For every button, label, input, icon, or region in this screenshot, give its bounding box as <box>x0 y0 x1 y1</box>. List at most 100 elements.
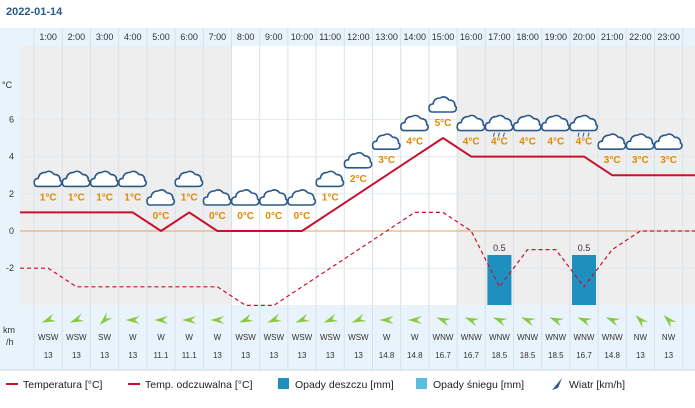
wind-direction-label: WNW <box>517 333 538 342</box>
hour-label: 14:00 <box>404 32 427 42</box>
wind-direction-label: WSW <box>264 333 285 342</box>
rain-bar-label: 0.5 <box>578 243 591 253</box>
temperature-label: 3°C <box>632 155 649 166</box>
cloud-shape <box>625 133 655 150</box>
temperature-label: 3°C <box>660 155 677 166</box>
hour-label: 23:00 <box>657 32 680 42</box>
temperature-label: 4°C <box>463 137 480 148</box>
temperature-label: 2°C <box>350 174 367 185</box>
wind-speed-label: 14.8 <box>604 351 620 360</box>
y-tick-label: -2 <box>6 263 14 273</box>
cloud-shape <box>33 170 63 188</box>
wind-arrow-icon <box>635 315 649 328</box>
temperature-line <box>20 137 695 232</box>
wind-direction-label: WSW <box>66 333 87 342</box>
temperature-label: 0°C <box>265 211 282 222</box>
wind-speed-label: 13 <box>326 351 335 360</box>
wind-arrow-shape <box>407 316 422 324</box>
wind-arrow-icon <box>125 316 140 324</box>
wind-direction-label: NW <box>634 333 648 342</box>
cloud-shape <box>371 133 401 150</box>
wind-arrow-shape <box>323 313 339 323</box>
wind-arrow-icon <box>464 317 480 327</box>
rain-drop <box>587 132 590 137</box>
cloud-icon <box>343 151 373 169</box>
wind-direction-label: WNW <box>602 333 623 342</box>
wind-direction-label: W <box>157 333 165 342</box>
wind-arrow-icon <box>154 316 168 324</box>
wind-arrow-icon <box>577 317 592 327</box>
temperature-label: 0°C <box>153 211 170 222</box>
rain-bar-label: 0.5 <box>493 243 506 253</box>
cloud-icon <box>118 170 147 188</box>
temperature-label: 3°C <box>604 155 621 166</box>
wind-direction-label: WNW <box>433 333 454 342</box>
cloud-shape <box>230 189 260 206</box>
wind-arrow-icon <box>267 313 282 323</box>
cloud-icon <box>89 170 119 188</box>
cloud-icon <box>625 133 655 150</box>
wind-speed-label: 13 <box>298 351 307 360</box>
hour-label: 22:00 <box>629 32 652 42</box>
hour-label: 17:00 <box>488 32 511 42</box>
cloud-shape <box>89 170 119 188</box>
wind-arrow-icon <box>41 313 57 323</box>
wind-arrow-shape <box>295 313 310 323</box>
wind-speed-label: 18.5 <box>492 351 508 360</box>
temperature-label: 4°C <box>406 137 423 148</box>
legend-label: Opady śniegu [mm] <box>433 379 524 391</box>
wind-icon <box>552 378 562 390</box>
cloud-shape <box>146 189 176 206</box>
temperature-label: 4°C <box>547 137 564 148</box>
y-tick-label: 0 <box>9 226 14 236</box>
legend-swatch-snow <box>416 378 427 389</box>
wind-speed-label: 13 <box>44 351 53 360</box>
legend-label: Opady deszczu [mm] <box>295 379 394 391</box>
wind-direction-label: NW <box>662 333 676 342</box>
wind-arrow-shape <box>436 317 451 327</box>
wind-arrow-icon <box>182 316 197 324</box>
hour-label: 4:00 <box>124 32 142 42</box>
rain-drop <box>577 132 580 137</box>
cloud-icon <box>230 189 260 206</box>
wind-arrow-icon <box>407 316 422 324</box>
temperature-label: 1°C <box>124 192 141 203</box>
wind-speed-label: 16.7 <box>463 351 479 360</box>
temperature-label: 4°C <box>491 137 508 148</box>
cloud-shape <box>456 114 486 132</box>
cloud-icon <box>174 170 204 188</box>
cloud-shape <box>569 114 599 132</box>
cloud-shape <box>399 114 429 132</box>
temperature-label: 4°C <box>519 137 536 148</box>
cloud-icon <box>653 133 683 150</box>
cloud-icon <box>33 170 63 188</box>
legend-label: Temp. odczuwalna [°C] <box>145 379 253 391</box>
legend-swatch-rain <box>278 378 289 389</box>
hour-label: 21:00 <box>601 32 624 42</box>
wind-direction-label: W <box>129 333 137 342</box>
wind-arrow-shape <box>521 317 536 327</box>
wind-arrow-shape <box>379 316 394 324</box>
temperature-label: 4°C <box>576 137 593 148</box>
wind-arrow-shape <box>69 313 85 323</box>
rain-bar <box>572 255 596 305</box>
hour-label: 11:00 <box>319 32 341 42</box>
cloud-shape <box>343 151 373 169</box>
cloud-rain-icon <box>569 114 599 137</box>
wind-direction-label: WNW <box>545 333 566 342</box>
hour-label: 2:00 <box>68 32 86 42</box>
wind-arrow-icon <box>436 317 451 327</box>
temperature-label: 0°C <box>237 211 254 222</box>
rain-bar <box>487 255 512 305</box>
temperature-label: 1°C <box>96 192 113 203</box>
wind-direction-label: WNW <box>574 333 595 342</box>
temperature-label: 0°C <box>209 211 226 222</box>
temperature-label: 1°C <box>181 192 198 203</box>
legend-label: Temperatura [°C] <box>23 379 103 391</box>
wind-unit-label-km: km <box>3 325 15 335</box>
rain-drop <box>502 132 505 137</box>
cloud-shape <box>315 170 345 188</box>
wind-direction-label: WSW <box>38 333 59 342</box>
